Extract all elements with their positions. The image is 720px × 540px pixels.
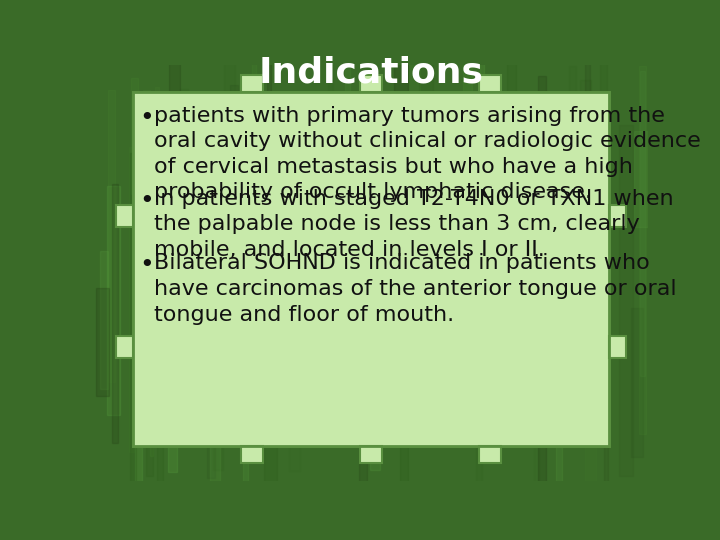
Bar bbox=[345, 58, 350, 276]
Bar bbox=[359, 379, 367, 483]
Bar bbox=[96, 288, 109, 396]
Bar bbox=[400, 329, 408, 488]
Bar bbox=[457, 269, 466, 378]
FancyBboxPatch shape bbox=[360, 446, 382, 463]
Bar bbox=[328, 57, 333, 268]
Bar bbox=[498, 165, 502, 327]
Bar bbox=[143, 90, 150, 393]
Bar bbox=[168, 212, 177, 472]
Bar bbox=[556, 364, 562, 505]
Bar bbox=[145, 286, 153, 476]
Bar bbox=[156, 86, 159, 422]
Text: •: • bbox=[139, 253, 153, 278]
Bar bbox=[431, 220, 433, 305]
Bar bbox=[569, 66, 576, 397]
Bar bbox=[243, 303, 248, 508]
Bar bbox=[604, 360, 608, 503]
Bar bbox=[131, 78, 138, 194]
Bar bbox=[258, 184, 264, 273]
Bar bbox=[130, 147, 134, 451]
Bar bbox=[230, 85, 238, 404]
Text: •: • bbox=[139, 189, 153, 213]
Bar bbox=[235, 175, 244, 358]
FancyBboxPatch shape bbox=[480, 446, 501, 463]
Bar bbox=[410, 297, 423, 400]
Bar bbox=[109, 90, 114, 382]
Bar bbox=[445, 106, 456, 412]
Bar bbox=[585, 53, 590, 136]
Bar bbox=[395, 37, 408, 245]
Bar bbox=[267, 41, 271, 306]
Bar bbox=[180, 90, 189, 401]
Bar bbox=[354, 188, 359, 412]
Bar bbox=[534, 272, 539, 498]
Bar bbox=[366, 45, 377, 240]
FancyBboxPatch shape bbox=[609, 336, 626, 357]
Bar bbox=[507, 34, 516, 309]
Bar bbox=[585, 208, 596, 502]
Bar bbox=[350, 157, 359, 331]
Bar bbox=[112, 184, 117, 443]
FancyBboxPatch shape bbox=[116, 336, 132, 357]
Text: Indications: Indications bbox=[258, 56, 483, 90]
Bar bbox=[475, 111, 482, 505]
Bar bbox=[582, 123, 587, 294]
Bar bbox=[168, 31, 180, 134]
Bar bbox=[585, 150, 588, 423]
Text: in patients with staged T2-T4N0 or TXN1 when
the palpable node is less than 3 cm: in patients with staged T2-T4N0 or TXN1 … bbox=[154, 189, 674, 260]
FancyBboxPatch shape bbox=[132, 92, 609, 446]
FancyBboxPatch shape bbox=[116, 205, 132, 226]
Bar bbox=[100, 251, 108, 389]
Bar bbox=[222, 143, 227, 233]
Bar bbox=[600, 56, 607, 138]
Bar bbox=[315, 275, 318, 438]
Bar bbox=[289, 389, 300, 471]
Bar bbox=[639, 66, 647, 435]
Bar bbox=[130, 153, 136, 516]
Bar bbox=[631, 308, 643, 457]
Text: Bilateral SOHND is indicated in patients who
have carcinomas of the anterior ton: Bilateral SOHND is indicated in patients… bbox=[154, 253, 677, 325]
Bar bbox=[619, 125, 633, 476]
Bar bbox=[207, 165, 215, 478]
FancyBboxPatch shape bbox=[241, 446, 263, 463]
Bar bbox=[157, 91, 163, 488]
Bar bbox=[135, 198, 143, 509]
Bar bbox=[287, 194, 292, 327]
Bar bbox=[256, 154, 263, 318]
Bar bbox=[370, 85, 382, 382]
Bar bbox=[210, 393, 220, 499]
Bar bbox=[640, 71, 645, 376]
Text: patients with primary tumors arising from the
oral cavity without clinical or ra: patients with primary tumors arising fro… bbox=[154, 106, 701, 202]
Bar bbox=[253, 83, 260, 314]
Bar bbox=[480, 38, 485, 160]
Bar bbox=[378, 99, 388, 323]
Bar bbox=[253, 127, 256, 271]
Bar bbox=[150, 164, 153, 456]
Bar bbox=[409, 29, 420, 120]
Bar bbox=[225, 61, 235, 345]
Bar bbox=[538, 76, 546, 486]
Bar bbox=[457, 166, 462, 267]
FancyBboxPatch shape bbox=[609, 205, 626, 226]
Bar bbox=[465, 57, 477, 402]
Text: •: • bbox=[139, 106, 153, 130]
Bar bbox=[634, 131, 647, 227]
Bar bbox=[580, 80, 590, 393]
Bar bbox=[539, 115, 544, 252]
Bar bbox=[419, 50, 433, 292]
Bar bbox=[371, 227, 379, 470]
Bar bbox=[252, 46, 256, 437]
Bar bbox=[585, 134, 593, 252]
FancyBboxPatch shape bbox=[241, 75, 263, 92]
Bar bbox=[107, 186, 120, 415]
Bar bbox=[388, 226, 396, 435]
FancyBboxPatch shape bbox=[480, 75, 501, 92]
FancyBboxPatch shape bbox=[360, 75, 382, 92]
Bar bbox=[463, 44, 472, 247]
Bar bbox=[213, 118, 223, 470]
Bar bbox=[264, 376, 277, 513]
Bar bbox=[299, 93, 312, 418]
Bar bbox=[590, 319, 596, 433]
Bar bbox=[132, 92, 609, 446]
